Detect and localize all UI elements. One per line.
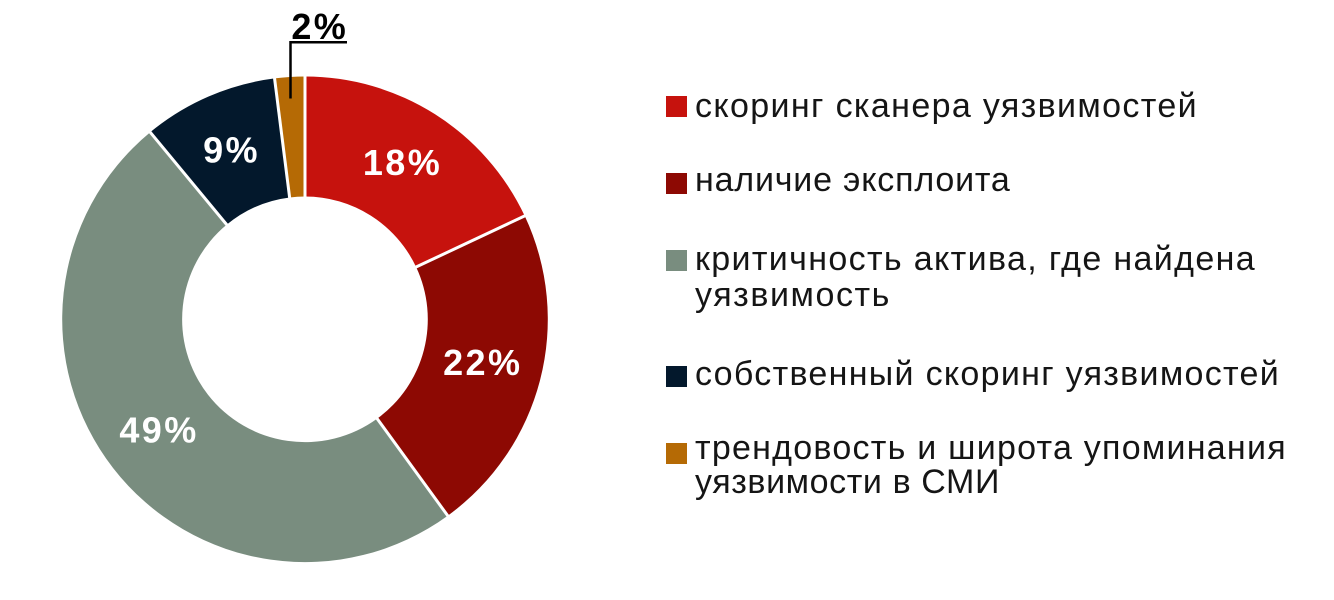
svg-text:9%: 9%: [203, 130, 260, 171]
svg-text:2%: 2%: [291, 6, 348, 47]
svg-text:49%: 49%: [119, 410, 198, 451]
svg-text:22%: 22%: [443, 342, 522, 383]
svg-text:18%: 18%: [363, 142, 442, 183]
